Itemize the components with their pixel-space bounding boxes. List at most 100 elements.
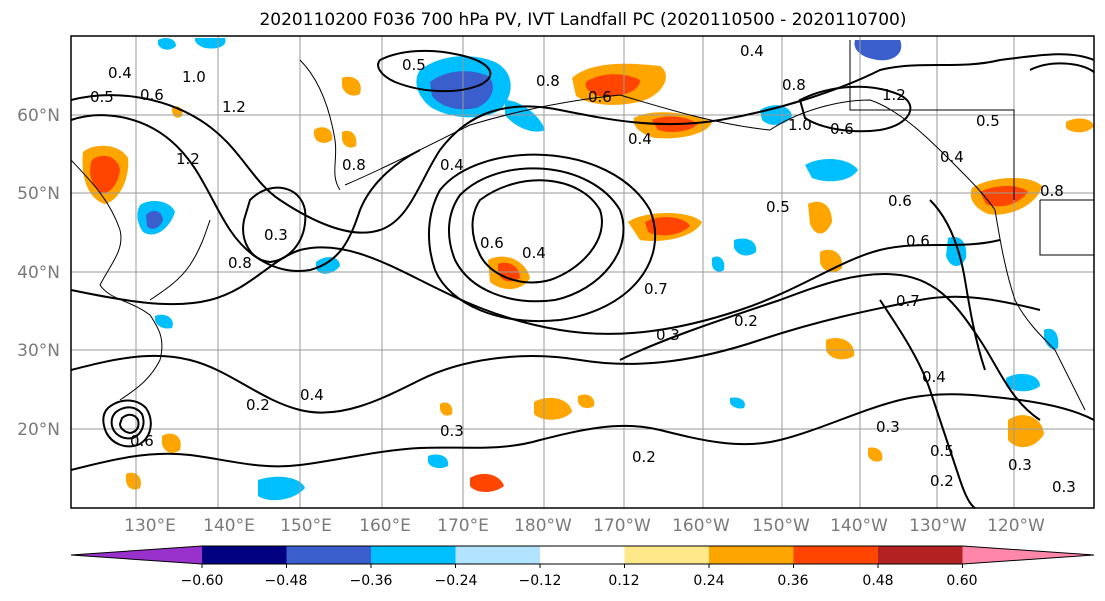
colorbar-tick-label: 0.24 <box>693 573 724 589</box>
figure-title: 2020110200 F036 700 hPa PV, IVT Landfall… <box>259 10 906 30</box>
shade-pos-pnw-core <box>980 186 1028 207</box>
shade-pos-south3 <box>470 473 504 492</box>
shade-pos-small4 <box>342 130 357 148</box>
contour-8 <box>70 393 1095 471</box>
shade-neg-bottom2 <box>428 454 449 469</box>
shade-neg-top-left <box>158 38 176 50</box>
colorbar-segment <box>455 546 540 564</box>
contour-label: 0.6 <box>888 192 912 210</box>
shade-pos-small5 <box>342 76 361 96</box>
colorbar-tick-label: −0.48 <box>265 573 308 589</box>
lon-label: 140°E <box>203 516 255 536</box>
lon-label: 150°E <box>280 516 332 536</box>
contour-label: 0.4 <box>740 42 764 60</box>
contour-4 <box>448 167 625 303</box>
coast-na-west <box>994 209 1086 411</box>
colorbar-segment <box>71 546 202 564</box>
contour-label: 1.2 <box>176 150 200 168</box>
map-panel: 0.4 0.5 0.6 1.0 1.2 0.5 0.8 0.6 0.4 0.8 … <box>70 35 1095 509</box>
colorbar-tick-label: −0.24 <box>435 573 478 589</box>
contour-label: 0.4 <box>108 64 132 82</box>
shade-pos-south6 <box>126 472 141 490</box>
contour-11 <box>929 199 986 371</box>
lon-label: 130°E <box>124 516 176 536</box>
contour-6 <box>70 239 1001 335</box>
contour-label: 0.4 <box>940 148 964 166</box>
contour-label: 0.6 <box>906 232 930 250</box>
lon-label: 170°W <box>593 516 651 536</box>
lon-label: 130°W <box>909 516 967 536</box>
coast-aleutians <box>344 94 771 186</box>
lon-labels: 130°E 140°E 150°E 160°E 170°E 180°W 170°… <box>124 516 1045 536</box>
contour-label: 0.4 <box>922 368 946 386</box>
contour-14 <box>118 413 140 435</box>
shade-neg-gulf <box>805 158 858 182</box>
colorbar-segment <box>709 546 794 564</box>
contour-label: 0.4 <box>628 130 652 148</box>
shade-neg-bottom1 <box>258 476 305 501</box>
contour-9 <box>619 273 1041 421</box>
contour-12 <box>102 399 152 448</box>
contour-label: 0.6 <box>830 120 854 138</box>
contour-label: 0.5 <box>90 88 114 106</box>
contour-label: 0.5 <box>976 112 1000 130</box>
contour-label: 0.8 <box>1040 182 1064 200</box>
colorbar <box>70 545 1095 568</box>
lat-label: 40°N <box>17 263 60 283</box>
lon-label: 160°W <box>672 516 730 536</box>
shade-pos-small1 <box>440 402 453 416</box>
contour-label: 1.2 <box>222 98 246 116</box>
contour-label: 0.7 <box>644 280 668 298</box>
colorbar-tick-label: 0.60 <box>946 573 977 589</box>
contour-label: 1.2 <box>882 86 906 104</box>
shade-neg-japan <box>155 314 173 329</box>
lat-labels: 60°N 50°N 40°N 30°N 20°N <box>17 106 60 440</box>
shade-pos-mid-core <box>645 217 690 236</box>
contour-1 <box>70 53 1095 234</box>
shade-pos-small3 <box>314 127 333 143</box>
lon-label: 170°E <box>437 516 489 536</box>
contour-label: 0.8 <box>228 254 252 272</box>
lat-label: 60°N <box>17 106 60 126</box>
contour-label: 0.6 <box>480 234 504 252</box>
lon-label: 160°E <box>359 516 411 536</box>
border-us-canada <box>1039 199 1094 256</box>
contour-label: 0.5 <box>402 56 426 74</box>
shade-neg-mid1 <box>316 257 340 274</box>
shade-pos-south2 <box>578 394 595 409</box>
lon-label: 150°W <box>752 516 810 536</box>
contour-label: 1.0 <box>788 116 812 134</box>
contour-5 <box>427 153 656 322</box>
contour-label: 0.3 <box>876 418 900 436</box>
contour-label: 0.8 <box>536 72 560 90</box>
shade-pos-nw-core <box>90 155 120 193</box>
contour-10 <box>879 299 976 509</box>
shade-pos-small6 <box>868 447 883 462</box>
shade-neg-se2 <box>1044 328 1059 350</box>
contour-16 <box>798 85 912 133</box>
colorbar-segment <box>878 546 963 564</box>
contour-15 <box>242 186 307 264</box>
contour-label: 0.3 <box>440 422 464 440</box>
coastlines <box>70 40 1094 411</box>
shade-pos-small2 <box>1066 118 1094 133</box>
shade-pos-bering-core <box>585 74 640 97</box>
contour-3 <box>471 179 603 284</box>
contour-label: 0.6 <box>140 86 164 104</box>
shade-neg-mid3 <box>712 256 725 272</box>
shade-neg-aleutian-tail <box>505 100 545 132</box>
colorbar-tick-label: −0.36 <box>350 573 393 589</box>
shade-pos-east1 <box>808 201 832 234</box>
lon-label: 140°W <box>830 516 888 536</box>
contour-7 <box>70 295 1041 414</box>
contour-label: 0.3 <box>1052 478 1076 496</box>
contour-17 <box>1029 62 1095 73</box>
border-alaska-box <box>849 40 1015 200</box>
colorbar-segment <box>286 546 371 564</box>
shade-neg-mid2 <box>734 238 757 256</box>
contour-label: 0.4 <box>440 156 464 174</box>
contour-label: 0.2 <box>930 472 954 490</box>
contour-label: 0.2 <box>734 312 758 330</box>
map-frame <box>70 35 1095 509</box>
colorbar-tick-label: 0.12 <box>608 573 639 589</box>
